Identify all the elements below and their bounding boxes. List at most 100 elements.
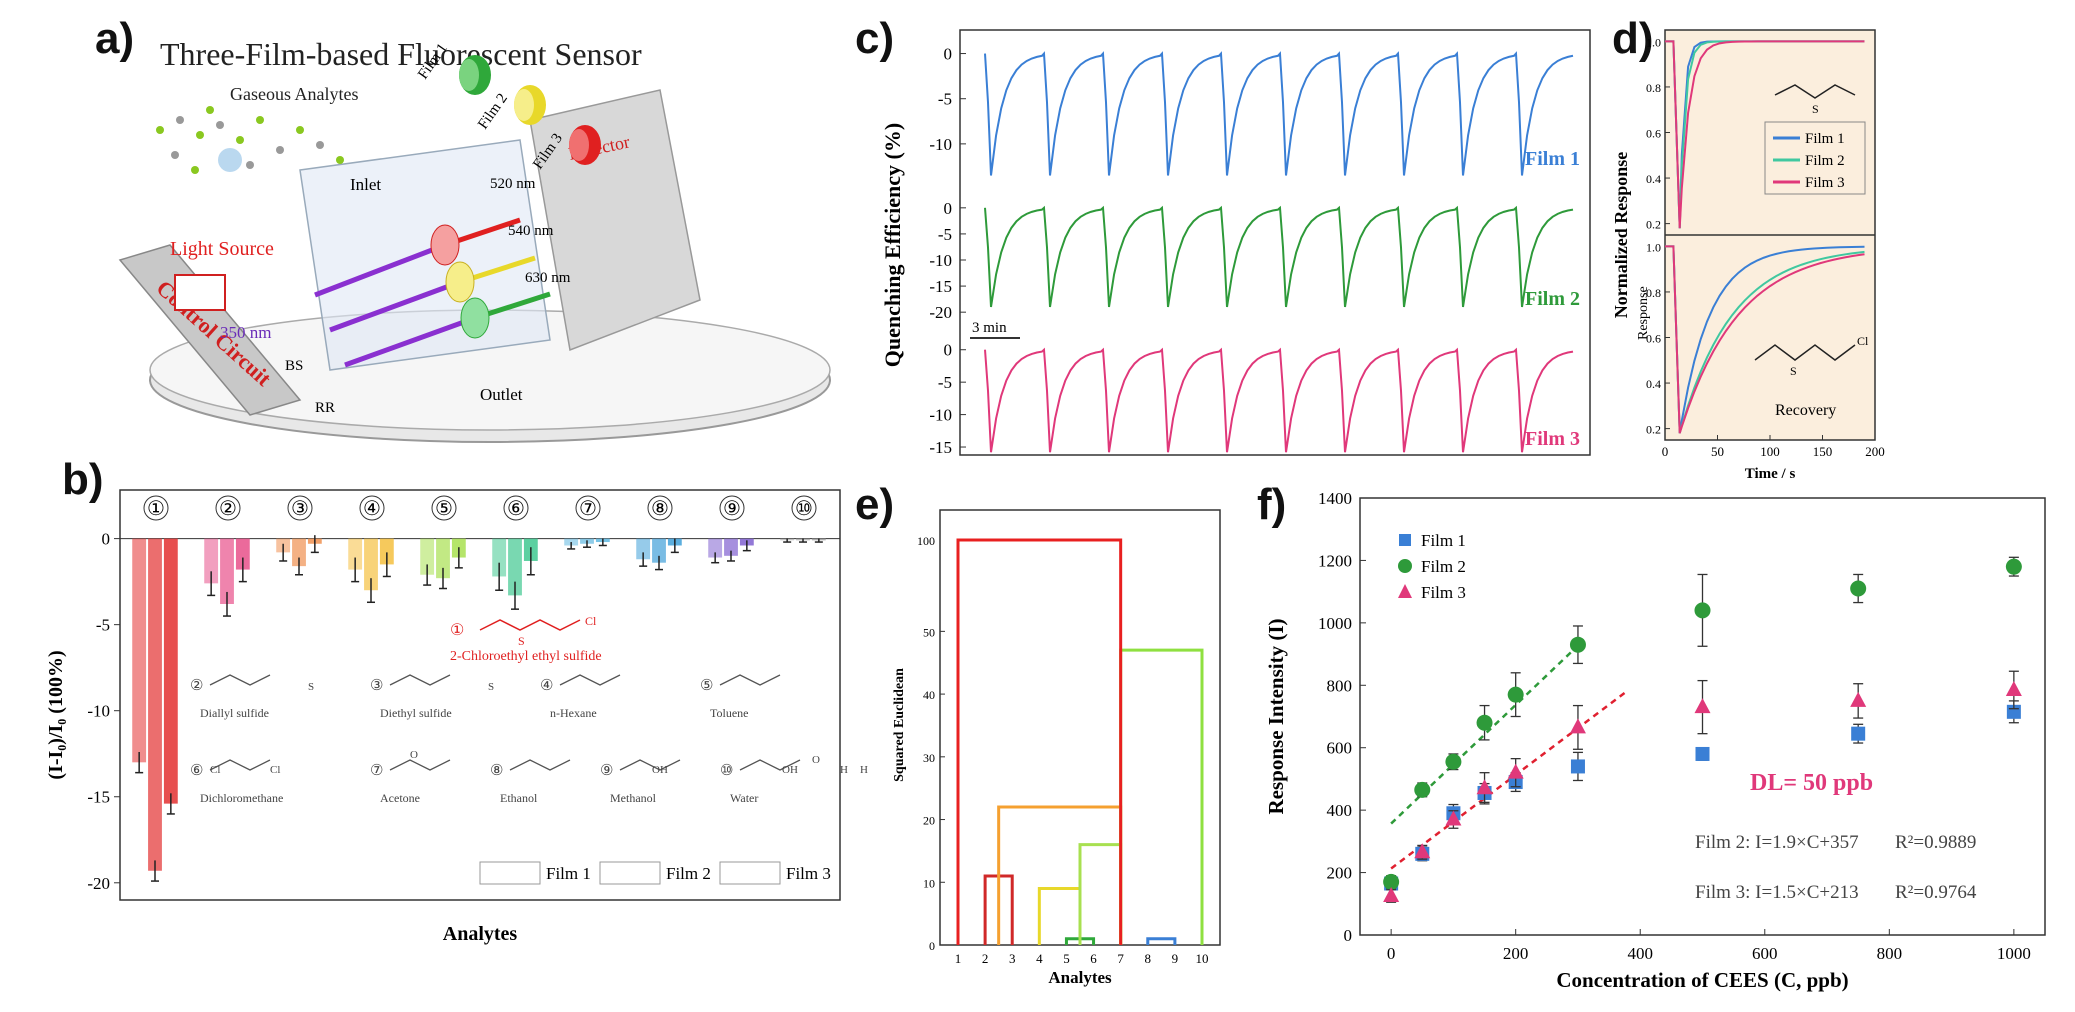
y-tick-label: 10 <box>923 876 935 890</box>
data-point-film-3 <box>1569 718 1586 734</box>
y-tick-label: 1000 <box>1318 614 1352 633</box>
category-circle <box>431 495 457 521</box>
analyte-number: ③ <box>370 678 383 694</box>
x-tick-label: 100 <box>1760 444 1780 459</box>
dendrogram-branch <box>1037 887 1082 945</box>
analyte-structure <box>509 759 571 771</box>
structure-atom: Cl <box>1857 334 1869 348</box>
response-annotation: Response <box>1636 286 1651 340</box>
y-tick-label: 0 <box>944 45 953 64</box>
y-tick-label: 30 <box>923 751 935 765</box>
light-source-label: Light Source <box>170 238 274 260</box>
series-line-1 <box>984 51 1574 176</box>
y-axis-label: Response Intensity (I) <box>1264 618 1288 814</box>
data-point-film-3 <box>1850 691 1867 707</box>
x-axis-label: Analytes <box>1048 968 1112 987</box>
analyte-name: Methanol <box>610 791 657 805</box>
structure-atom: H <box>860 764 868 776</box>
structure-atom: S <box>518 634 525 648</box>
x-tick-label: 50 <box>1711 444 1724 459</box>
category-circle <box>791 495 817 521</box>
inlet-label: Inlet <box>350 175 381 194</box>
y-tick-label: 0.8 <box>1646 286 1661 300</box>
dendrogram-chart: 0 10 20 30 40 50 100 1 2 3 4 5 6 7 8 9 10 Analytes Squared… <box>892 509 1221 987</box>
structure-atom: S <box>308 681 314 693</box>
x-tick-label: 0 <box>1387 944 1396 963</box>
data-point-film-1 <box>1570 759 1585 774</box>
x-tick-label: 0 <box>1662 444 1669 459</box>
data-point-film-2 <box>1383 873 1400 890</box>
dendrogram-branch <box>997 805 1123 945</box>
data-point-film-1 <box>1695 746 1710 761</box>
y-tick-label: -15 <box>929 438 952 457</box>
structure-atom: S <box>488 681 494 693</box>
x-tick-label: 2 <box>982 951 989 966</box>
series-line-2 <box>984 205 1574 308</box>
x-tick-label: 200 <box>1503 944 1529 963</box>
response-curve-3 <box>1665 40 1865 229</box>
category-circle <box>503 495 529 521</box>
data-point-film-2 <box>1850 580 1867 597</box>
data-point-film-3 <box>1694 698 1711 714</box>
data-point-film-2 <box>1445 753 1462 770</box>
series-label: Film 3 <box>1525 428 1580 450</box>
bar-film-1 <box>492 538 507 577</box>
y-tick-label: 1400 <box>1318 489 1352 508</box>
plot-frame <box>1359 497 2046 936</box>
dendrogram-branch <box>1119 648 1204 945</box>
plot-frame <box>119 489 841 901</box>
bar-film-1 <box>420 538 435 575</box>
y-tick-label: -5 <box>938 90 952 109</box>
legend-swatch <box>719 861 781 885</box>
legend-swatch <box>599 861 661 885</box>
data-point-film-2 <box>2005 558 2022 575</box>
sensor-schematic: Three-Film-based Fluorescent Sensor Dete… <box>118 36 831 443</box>
y-axis-label: (I-I₀)/I₀ (100%) <box>45 650 67 779</box>
bar-film-2 <box>292 538 306 567</box>
y-tick-label: 0.2 <box>1646 218 1661 232</box>
y-tick-label: 0.8 <box>1646 81 1661 95</box>
data-point-film-3 <box>1445 810 1462 826</box>
analyte-number: ⑥ <box>190 763 203 779</box>
x-tick-label: 1 <box>955 951 962 966</box>
panel-label-c: c) <box>855 14 895 63</box>
data-point-film-2 <box>1476 714 1493 731</box>
x-tick-label: 9 <box>1172 951 1179 966</box>
analyte-number: ⑨ <box>600 763 613 779</box>
structure-cees <box>1754 344 1856 361</box>
y-tick-label: 0 <box>944 199 953 218</box>
structure-atom: OH <box>652 764 668 776</box>
analyte-number: ④ <box>540 678 553 694</box>
x-tick-label: 4 <box>1036 951 1043 966</box>
structure-atom: O <box>812 754 820 766</box>
y-tick-label: 100 <box>917 534 935 548</box>
y-tick-label: 40 <box>923 688 935 702</box>
analyte-structure <box>389 674 451 686</box>
light-source-box <box>174 274 226 311</box>
line-chart-normalized-response: 0.2 0.4 0.6 0.8 1.0 0.2 0.4 0.6 0.8 1.0 0 50 100 150 2… <box>1615 29 1885 482</box>
category-label: ② <box>219 498 237 520</box>
analyte-number: ⑦ <box>370 763 383 779</box>
y-tick-label: 0 <box>929 939 935 953</box>
panel-label-b: b) <box>62 455 104 504</box>
uv-wavelength-label: 350 nm <box>220 323 271 342</box>
x-axis-label: Analytes <box>443 923 518 945</box>
analyte-structure <box>209 759 271 771</box>
structure-atom: Cl <box>585 614 597 628</box>
y-tick-label: -20 <box>87 874 110 893</box>
x-tick-label: 1000 <box>1997 944 2031 963</box>
legend-label: Film 3 <box>1421 583 1466 602</box>
y-tick-label: 1.0 <box>1646 240 1661 254</box>
r-squared-film-2: R²=0.9889 <box>1895 832 1976 853</box>
x-axis-label: Time / s <box>1745 466 1796 482</box>
category-label: ⑤ <box>435 498 453 520</box>
control-circuit-board <box>118 244 302 416</box>
x-tick-label: 400 <box>1627 944 1653 963</box>
analyte-name: Ethanol <box>500 791 538 805</box>
film-2-label: Film 2 <box>475 91 511 133</box>
x-tick-label: 6 <box>1090 951 1097 966</box>
y-tick-label: 1200 <box>1318 551 1352 570</box>
schematic-title: Three-Film-based Fluorescent Sensor <box>160 36 642 72</box>
data-point-film-3 <box>2005 680 2022 696</box>
response-curve-2 <box>1665 245 1865 434</box>
